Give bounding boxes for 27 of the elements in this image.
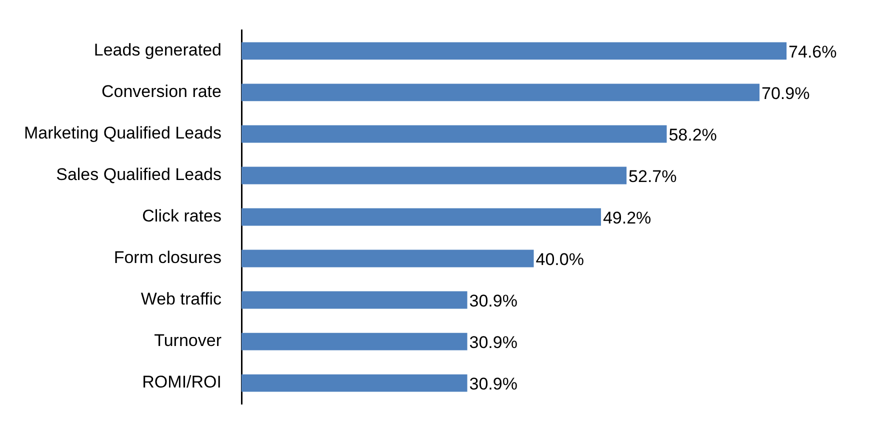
data-label: 74.6% [788,42,837,62]
data-label: 30.9% [469,374,518,394]
bar [242,332,468,350]
data-label: 49.2% [602,208,652,228]
y-tick-label: Sales Qualified Leads [56,165,222,184]
bar [242,374,468,392]
y-tick-label: Marketing Qualified Leads [24,124,222,143]
y-tick-label: Form closures [114,248,222,268]
bar [242,125,667,143]
data-label: 30.9% [469,333,518,352]
data-label: 52.7% [628,167,677,186]
data-label: 58.2% [668,126,717,145]
bar [242,250,534,268]
y-tick-label: Turnover [154,331,222,350]
data-label: 30.9% [469,292,518,311]
bar [242,291,468,309]
bar [242,84,760,102]
data-label: 70.9% [762,84,810,104]
bar [242,166,627,184]
y-tick-label: Click rates [142,206,222,226]
bar [242,208,601,226]
y-tick-label: Conversion rate [101,82,222,102]
y-tick-label: Leads generated [94,40,222,60]
y-tick-label: Web traffic [140,290,222,309]
y-tick-label: ROMI/ROI [142,372,222,392]
bar [242,42,787,60]
data-label: 40.0% [536,250,584,270]
